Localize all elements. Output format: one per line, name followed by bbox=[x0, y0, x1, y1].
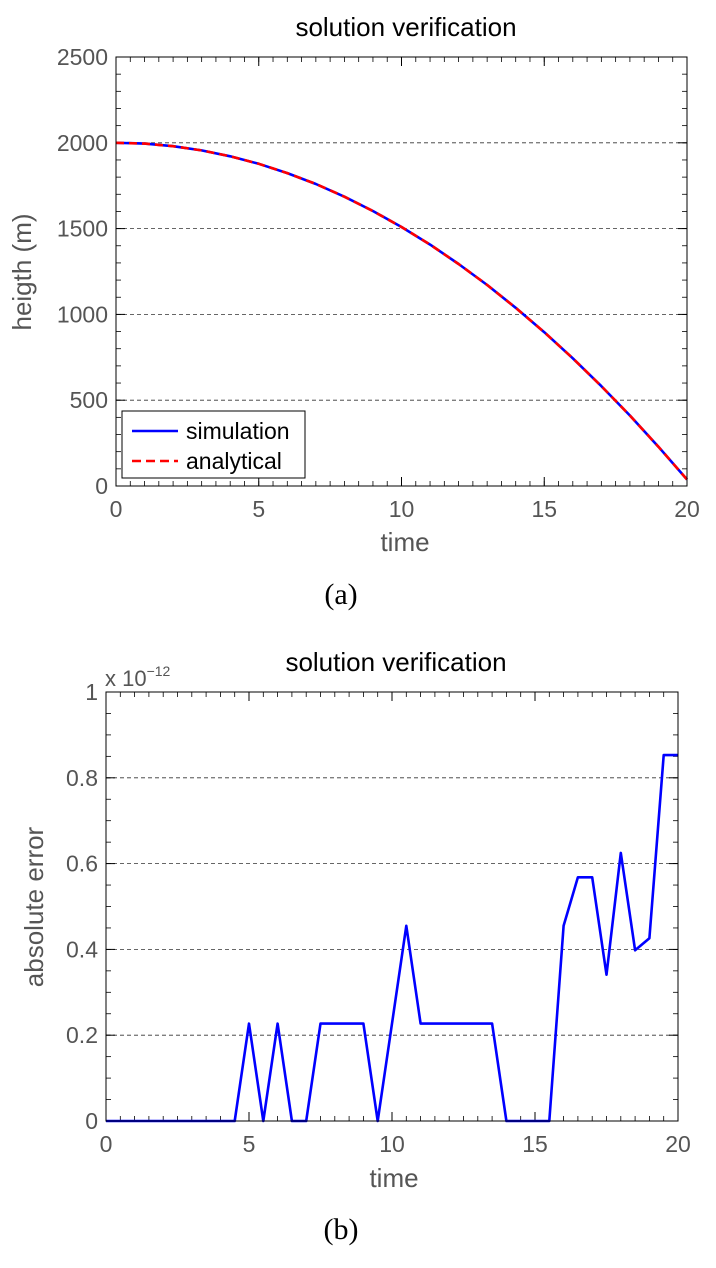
chart-a-title: solution verification bbox=[295, 12, 516, 42]
chart-a-grid bbox=[116, 142, 687, 401]
x-tick-label: 0 bbox=[110, 496, 123, 522]
x-tick-label: 0 bbox=[100, 1131, 113, 1157]
chart-a-tick-labels: 0 500 1000 1500 2000 2500 0 5 10 15 20 bbox=[57, 44, 700, 522]
chart-a-xlabel: time bbox=[380, 527, 429, 557]
y-tick-label: 1000 bbox=[57, 301, 108, 327]
chart-b-plot-frame bbox=[105, 691, 679, 1122]
y-tick-label: 2500 bbox=[57, 44, 108, 70]
legend-label-analytical: analytical bbox=[186, 448, 282, 474]
x-tick-label: 20 bbox=[665, 1131, 691, 1157]
chart-b-tick-labels: 00.20.40.60.810 5 10 15 20 bbox=[66, 679, 691, 1157]
chart-b-xlabel: time bbox=[369, 1163, 418, 1193]
legend-label-simulation: simulation bbox=[186, 418, 290, 444]
y-tick-label: 0 bbox=[95, 473, 108, 499]
legend-box bbox=[121, 410, 306, 479]
y-tick-label: 0.8 bbox=[66, 765, 98, 791]
x-tick-label: 20 bbox=[674, 496, 700, 522]
panel-b: solution verification x 10−12 0 0.2 0.4 0.6… bbox=[19, 647, 691, 1246]
chart-a-ylabel: heigth (m) bbox=[7, 213, 37, 330]
x-tick-label: 5 bbox=[252, 496, 265, 522]
caption-b: (b) bbox=[324, 1213, 359, 1246]
x-tick-label: 15 bbox=[522, 1131, 548, 1157]
series-line-series-0 bbox=[106, 753, 678, 1123]
chart-b-series bbox=[106, 753, 678, 1123]
x-tick-label: 15 bbox=[531, 496, 557, 522]
chart-a-legend: simulation analytical bbox=[121, 410, 306, 479]
chart-b-title: solution verification bbox=[285, 647, 506, 677]
chart-a-series bbox=[115, 141, 688, 481]
x-tick-label: 10 bbox=[389, 496, 415, 522]
panel-a: solution verification 0 500 1000 1500 2000 25… bbox=[7, 12, 700, 611]
chart-b-minor-ticks bbox=[105, 691, 679, 1122]
y-tick-label: 0.2 bbox=[66, 1022, 98, 1048]
y-tick-label: 1500 bbox=[57, 216, 108, 242]
y-tick-label: 500 bbox=[70, 387, 108, 413]
y-tick-label: 0.4 bbox=[66, 936, 98, 962]
chart-b-ylabel: absolute error bbox=[19, 826, 49, 987]
y-tick-label: 2000 bbox=[57, 130, 108, 156]
caption-a: (a) bbox=[324, 578, 357, 611]
x-tick-label: 5 bbox=[243, 1131, 256, 1157]
series-line-analytical bbox=[115, 141, 688, 481]
y-tick-label: 1 bbox=[85, 679, 98, 705]
y-tick-label: 0.6 bbox=[66, 851, 98, 877]
chart-b-multiplier: x 10−12 bbox=[105, 663, 171, 691]
chart-b-grid bbox=[106, 777, 678, 1036]
chart-a-plot-frame bbox=[115, 56, 688, 487]
x-tick-label: 10 bbox=[379, 1131, 405, 1157]
y-tick-label: 0 bbox=[85, 1108, 98, 1134]
